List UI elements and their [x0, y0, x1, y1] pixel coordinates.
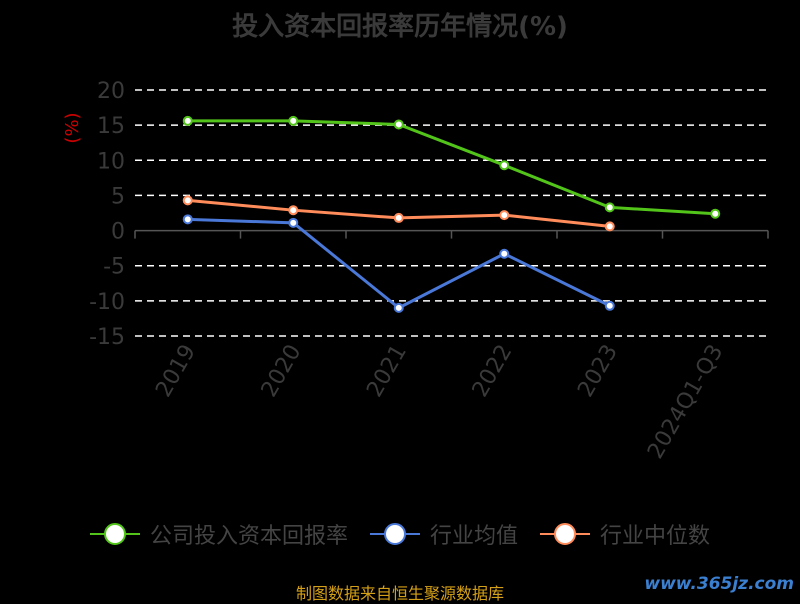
x-tick-label: 2024Q1-Q3 [643, 341, 728, 464]
legend-item[interactable]: 行业中位数 [540, 518, 710, 550]
y-axis-label: (%) [62, 112, 83, 143]
x-tick-label: 2021 [362, 341, 412, 402]
legend-item[interactable]: 公司投入资本回报率 [89, 518, 348, 550]
y-tick-label: 10 [97, 149, 125, 174]
x-tick-label: 2019 [151, 341, 201, 402]
data-point [182, 195, 193, 206]
y-tick-label: -15 [89, 325, 125, 350]
y-tick-label: 5 [111, 184, 125, 209]
legend-item[interactable]: 行业均值 [369, 518, 518, 550]
source-footer: 制图数据来自恒生聚源数据库 [295, 584, 504, 603]
legend-marker-icon [89, 522, 140, 546]
data-point [499, 210, 510, 221]
legend: 公司投入资本回报率 行业均值 行业中位数 [0, 518, 800, 550]
legend-label: 行业中位数 [600, 524, 711, 549]
data-point [182, 214, 193, 225]
y-tick-label: 0 [111, 220, 125, 245]
data-points [182, 115, 721, 313]
data-point [393, 119, 404, 130]
chart-title: 投入资本回报率历年情况(%) [232, 12, 568, 42]
data-point [499, 160, 510, 171]
data-point [288, 115, 299, 126]
data-point [604, 202, 615, 213]
data-point [393, 212, 404, 223]
y-tick-label: -10 [89, 290, 125, 315]
y-tick-label: -5 [103, 255, 125, 280]
data-point [288, 217, 299, 228]
legend-label: 行业均值 [429, 524, 518, 549]
watermark-logo: www.365jz.com [644, 574, 794, 594]
series-lines [187, 119, 716, 310]
series-line [187, 119, 716, 216]
y-tick-label: 15 [97, 114, 125, 139]
data-point [604, 300, 615, 311]
data-point [393, 302, 404, 313]
data-point [182, 115, 193, 126]
series-line [187, 217, 611, 310]
legend-label: 公司投入资本回报率 [149, 524, 348, 549]
data-point [710, 208, 721, 219]
x-tick-label: 2023 [573, 341, 623, 402]
grid-lines [135, 89, 768, 337]
legend-marker-icon [540, 522, 590, 546]
data-point [604, 221, 615, 232]
x-tick-label: 2022 [468, 341, 518, 402]
y-tick-label: 20 [97, 79, 125, 104]
x-tick-label: 2020 [257, 341, 307, 402]
legend-marker-icon [369, 522, 420, 546]
data-point [288, 205, 299, 216]
data-point [499, 248, 510, 259]
